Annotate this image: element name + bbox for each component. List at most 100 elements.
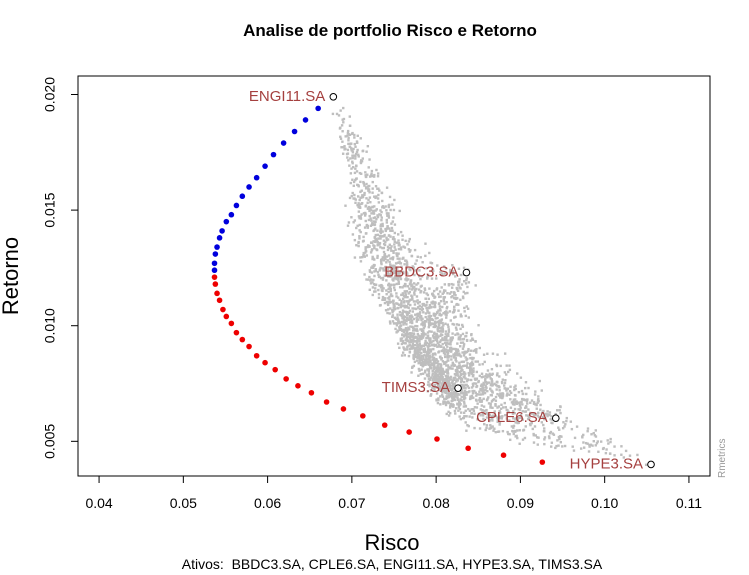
random-portfolio-point — [488, 413, 491, 416]
x-tick-label: 0.07 — [338, 495, 365, 511]
random-portfolio-point — [457, 336, 461, 339]
random-portfolio-point — [347, 136, 350, 140]
random-portfolio-point — [514, 384, 517, 387]
random-portfolio-point — [351, 160, 354, 163]
random-portfolio-point — [369, 251, 373, 254]
random-portfolio-point — [388, 301, 391, 304]
random-portfolio-point — [446, 359, 449, 362]
random-portfolio-point — [398, 326, 401, 329]
random-portfolio-point — [482, 375, 485, 378]
random-portfolio-point — [473, 382, 476, 385]
random-portfolio-point — [432, 384, 435, 387]
random-portfolio-point — [564, 423, 567, 426]
random-portfolio-point — [457, 349, 460, 353]
random-portfolio-point — [445, 386, 448, 390]
random-portfolio-point — [415, 328, 419, 331]
random-portfolio-point — [424, 333, 427, 336]
random-portfolio-point — [415, 340, 419, 343]
random-portfolio-point — [480, 404, 484, 407]
random-portfolio-point — [443, 341, 447, 345]
random-portfolio-point — [490, 378, 493, 381]
random-portfolio-point — [441, 388, 445, 392]
random-portfolio-point — [469, 349, 473, 352]
random-portfolio-point — [348, 124, 352, 127]
random-portfolio-point — [452, 363, 455, 366]
random-portfolio-point — [465, 357, 469, 361]
inefficient-frontier-point — [272, 366, 278, 373]
random-portfolio-point — [408, 250, 411, 253]
random-portfolio-point — [391, 311, 394, 314]
random-portfolio-point — [452, 310, 456, 314]
random-portfolio-point — [354, 198, 357, 201]
random-portfolio-point — [362, 180, 365, 184]
random-portfolio-point — [485, 416, 489, 419]
random-portfolio-point — [359, 217, 363, 220]
random-portfolio-point — [381, 289, 384, 293]
random-portfolio-point — [548, 413, 551, 417]
random-portfolio-point — [420, 385, 424, 388]
random-portfolio-point — [428, 356, 432, 359]
random-portfolio-point — [409, 317, 413, 321]
random-portfolio-point — [537, 395, 540, 398]
random-portfolio-point — [380, 283, 383, 287]
random-portfolio-point — [435, 311, 439, 315]
random-portfolio-point — [440, 377, 444, 380]
random-portfolio-point — [355, 150, 359, 154]
random-portfolio-point — [449, 375, 453, 379]
random-portfolio-point — [519, 413, 523, 417]
random-portfolio-point — [360, 189, 363, 192]
random-portfolio-point — [443, 311, 447, 314]
random-portfolio-point — [397, 282, 401, 285]
random-portfolio-point — [376, 256, 379, 259]
random-portfolio-point — [432, 369, 435, 372]
random-portfolio-point — [398, 321, 402, 325]
random-portfolio-point — [533, 425, 537, 428]
random-portfolio-point — [483, 422, 486, 426]
random-portfolio-point — [438, 380, 441, 384]
random-portfolio-point — [506, 387, 510, 390]
random-portfolio-point — [457, 283, 460, 287]
random-portfolio-point — [591, 444, 594, 447]
random-portfolio-point — [369, 174, 373, 177]
random-portfolio-point — [382, 269, 385, 272]
random-portfolio-point — [421, 334, 424, 337]
random-portfolio-point — [431, 372, 434, 375]
random-portfolio-point — [500, 403, 503, 406]
random-portfolio-point — [477, 324, 480, 327]
random-portfolio-point — [500, 394, 503, 397]
random-portfolio-point — [360, 213, 363, 216]
random-portfolio-point — [431, 268, 434, 271]
random-portfolio-point — [349, 181, 352, 185]
random-portfolio-point — [521, 392, 525, 396]
random-portfolio-point — [525, 398, 528, 402]
random-portfolio-point — [510, 401, 514, 404]
random-portfolio-point — [421, 328, 424, 331]
random-portfolio-point — [486, 369, 490, 372]
random-portfolio-point — [432, 322, 435, 325]
random-portfolio-point — [418, 342, 421, 345]
random-portfolio-point — [453, 398, 457, 402]
random-portfolio-point — [439, 339, 443, 342]
random-portfolio-point — [459, 372, 463, 376]
random-portfolio-point — [481, 412, 485, 416]
random-portfolio-point — [418, 351, 422, 354]
random-portfolio-point — [451, 387, 455, 390]
random-portfolio-point — [398, 257, 401, 260]
random-portfolio-point — [375, 168, 378, 172]
random-portfolio-point — [368, 209, 371, 213]
random-portfolio-point — [467, 386, 471, 390]
random-portfolio-point — [373, 223, 376, 227]
random-portfolio-point — [462, 296, 465, 300]
random-portfolio-point — [468, 397, 472, 401]
random-portfolio-point — [441, 337, 444, 340]
random-portfolio-point — [447, 401, 451, 405]
random-portfolio-point — [414, 355, 418, 359]
random-portfolio-point — [400, 314, 403, 318]
random-portfolio-point — [465, 364, 468, 367]
random-portfolio-point — [427, 336, 430, 340]
random-portfolio-point — [444, 322, 447, 325]
random-portfolio-point — [462, 405, 466, 408]
random-portfolio-point — [362, 235, 365, 239]
inefficient-frontier-point — [500, 452, 507, 458]
random-portfolio-point — [395, 292, 398, 295]
